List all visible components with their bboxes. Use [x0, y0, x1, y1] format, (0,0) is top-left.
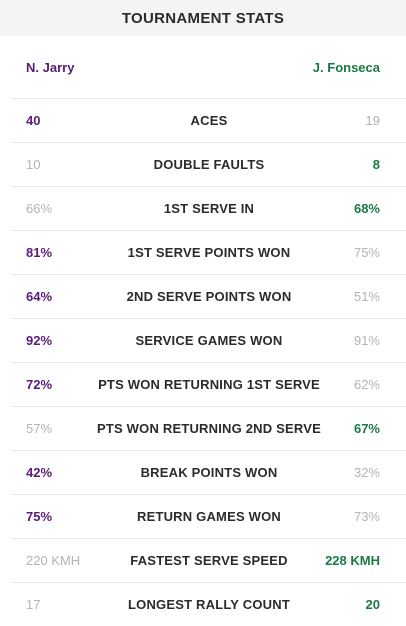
left-player-stat-value: 64% — [26, 289, 53, 304]
stat-row: 40 ACES 19 — [12, 99, 406, 143]
left-player-stat-value: 75% — [26, 509, 53, 524]
right-player-stat-value: 228 KMH — [325, 553, 380, 568]
panel-header: TOURNAMENT STATS — [0, 0, 406, 36]
stat-row: 75% RETURN GAMES WON 73% — [12, 495, 406, 539]
stat-row: 92% SERVICE GAMES WON 91% — [12, 319, 406, 363]
right-player-name[interactable]: J. Fonseca — [312, 59, 380, 75]
right-player-stat-value: 73% — [353, 509, 380, 524]
left-player-stat-value: 220 KMH — [26, 553, 81, 568]
left-player-stat-value: 10 — [26, 157, 41, 172]
right-player-stat-value: 8 — [372, 157, 380, 172]
left-player-stat-value: 17 — [26, 597, 41, 612]
stat-row: 220 KMH FASTEST SERVE SPEED 228 KMH — [12, 539, 406, 583]
stat-row: 64% 2ND SERVE POINTS WON 51% — [12, 275, 406, 319]
stat-row: 10 DOUBLE FAULTS 8 — [12, 143, 406, 187]
left-player-name[interactable]: N. Jarry — [26, 59, 75, 75]
right-player-stat-value: 32% — [353, 465, 380, 480]
right-player-stat-value: 51% — [353, 289, 380, 304]
stat-row: 57% PTS WON RETURNING 2ND SERVE 67% — [12, 407, 406, 451]
stat-row: 42% BREAK POINTS WON 32% — [12, 451, 406, 495]
left-player-stat-value: 72% — [26, 377, 53, 392]
left-player-stat-value: 92% — [26, 333, 53, 348]
stat-row: 72% PTS WON RETURNING 1ST SERVE 62% — [12, 363, 406, 407]
right-player-stat-value: 68% — [353, 201, 380, 216]
stat-row: 17 LONGEST RALLY COUNT 20 — [12, 583, 406, 626]
right-player-stat-value: 91% — [353, 333, 380, 348]
right-player-stat-value: 67% — [353, 421, 380, 436]
left-player-stat-value: 66% — [26, 201, 53, 216]
right-player-stat-value: 75% — [353, 245, 380, 260]
stats-table: 40 ACES 19 10 DOUBLE FAULTS 8 66% 1ST SERVE IN 6… — [0, 99, 406, 626]
right-player-stat-value: 19 — [365, 113, 380, 128]
left-player-stat-value: 57% — [26, 421, 53, 436]
players-row: N. Jarry J. Fonseca — [12, 36, 406, 99]
right-player-stat-value: 20 — [365, 597, 380, 612]
left-player-stat-value: 81% — [26, 245, 53, 260]
stat-row: 66% 1ST SERVE IN 68% — [12, 187, 406, 231]
stat-row: 81% 1ST SERVE POINTS WON 75% — [12, 231, 406, 275]
panel-title: TOURNAMENT STATS — [121, 9, 285, 27]
left-player-stat-value: 40 — [26, 113, 41, 128]
right-player-stat-value: 62% — [353, 377, 380, 392]
left-player-stat-value: 42% — [26, 465, 53, 480]
